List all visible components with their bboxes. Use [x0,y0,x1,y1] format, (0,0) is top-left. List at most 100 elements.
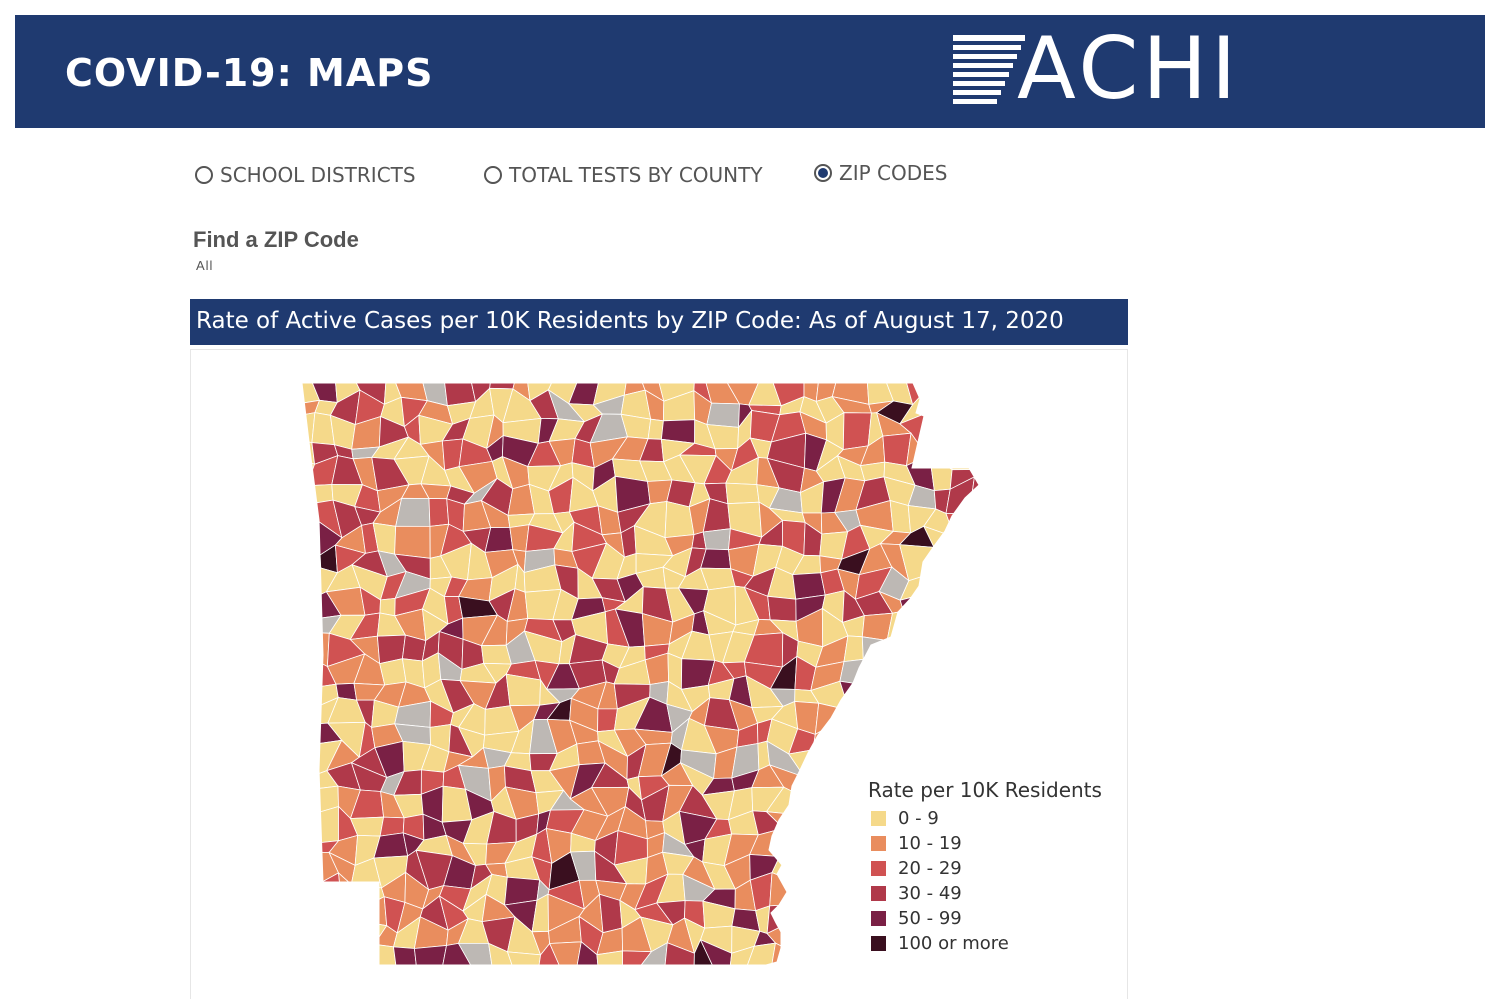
zip-region[interactable] [315,894,342,930]
zip-region[interactable] [840,783,869,822]
radio-school-districts[interactable]: SCHOOL DISTRICTS [195,163,416,187]
zip-region[interactable] [797,916,827,956]
zip-region[interactable] [913,753,934,776]
zip-region[interactable] [291,723,317,745]
zip-region[interactable] [964,546,995,582]
zip-region[interactable] [964,564,995,603]
zip-region[interactable] [789,810,823,835]
zip-region[interactable] [943,585,977,625]
zip-region[interactable] [291,873,317,897]
zip-region[interactable] [538,942,562,970]
zip-region[interactable] [291,519,321,559]
zip-region[interactable] [834,882,872,910]
zip-region[interactable] [313,926,333,949]
zip-region[interactable] [965,739,995,773]
zip-region[interactable] [291,484,308,506]
zip-region[interactable] [834,854,872,889]
zip-region[interactable] [822,763,851,792]
zip-region[interactable] [291,567,322,603]
zip-region[interactable] [948,420,977,449]
zip-region[interactable] [926,632,960,659]
zip-region[interactable] [331,940,359,970]
zip-region[interactable] [291,590,313,621]
zip-region[interactable] [699,939,733,969]
zip-region[interactable] [953,389,975,423]
zip-region[interactable] [788,829,827,865]
zip-region[interactable] [328,920,362,948]
zip-region[interactable] [379,658,407,686]
zip-region[interactable] [291,894,322,928]
zip-region[interactable] [291,788,313,820]
zip-region[interactable] [291,631,322,670]
zip-region[interactable] [810,850,843,885]
zip-region[interactable] [975,434,995,471]
zip-region[interactable] [310,805,339,843]
zip-region[interactable] [964,633,995,670]
zip-region[interactable] [814,783,846,822]
zip-region[interactable] [842,831,865,858]
zip-region[interactable] [977,700,995,730]
zip-region[interactable] [291,814,323,845]
zip-region[interactable] [835,949,867,969]
zip-region[interactable] [413,945,447,970]
zip-region[interactable] [622,950,653,969]
zip-region[interactable] [810,882,850,905]
zip-region[interactable] [907,632,929,663]
zip-region[interactable] [890,743,916,776]
zip-region[interactable] [576,941,599,969]
zip-region[interactable] [821,829,844,856]
zip-region[interactable] [920,375,955,396]
arkansas-zip-choropleth[interactable] [191,350,1129,999]
zip-region[interactable] [860,703,889,727]
zip-region[interactable] [968,594,995,625]
zip-filter-value[interactable]: All [196,258,214,273]
zip-region[interactable] [770,942,799,969]
zip-region[interactable] [700,548,732,570]
zip-region[interactable] [745,942,776,969]
zip-region[interactable] [488,942,514,969]
zip-region[interactable] [842,819,870,836]
zip-region[interactable] [839,658,864,684]
zip-region[interactable] [921,389,956,424]
zip-region[interactable] [968,509,995,529]
zip-region[interactable] [766,903,802,935]
zip-region[interactable] [788,789,827,815]
zip-region[interactable] [395,497,431,527]
zip-region[interactable] [814,810,846,836]
zip-region[interactable] [898,653,932,692]
zip-region[interactable] [291,412,316,444]
zip-region[interactable] [505,673,542,707]
radio-total-tests-by-county[interactable]: TOTAL TESTS BY COUNTY [484,163,763,187]
zip-region[interactable] [291,709,317,734]
zip-region[interactable] [349,943,375,969]
zip-region[interactable] [902,610,928,645]
zip-region[interactable] [291,677,312,712]
zip-region[interactable] [291,842,323,866]
zip-region[interactable] [973,459,995,494]
zip-region[interactable] [706,402,740,428]
zip-region[interactable] [920,412,956,448]
zip-region[interactable] [394,525,431,559]
zip-region[interactable] [920,585,945,623]
zip-region[interactable] [328,899,362,930]
zip-region[interactable] [854,719,892,754]
zip-region[interactable] [975,723,996,753]
zip-region[interactable] [801,762,826,797]
zip-region[interactable] [355,896,388,927]
zip-region[interactable] [834,722,864,754]
zip-region[interactable] [969,375,995,400]
zip-region[interactable] [920,729,946,755]
zip-region[interactable] [929,546,956,575]
zip-region[interactable] [816,916,842,954]
zip-region[interactable] [291,611,313,638]
zip-region[interactable] [291,921,322,949]
zip-region[interactable] [929,696,953,735]
zip-region[interactable] [428,498,450,527]
zip-region[interactable] [840,898,872,930]
zip-region[interactable] [971,391,996,422]
zip-region[interactable] [842,412,872,450]
zip-region[interactable] [812,740,851,770]
zip-region[interactable] [944,740,977,780]
zip-region[interactable] [303,631,330,668]
zip-region[interactable] [898,676,938,712]
